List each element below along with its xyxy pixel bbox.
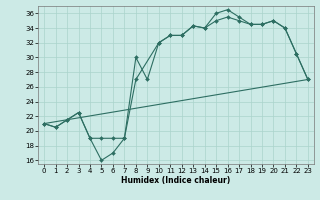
X-axis label: Humidex (Indice chaleur): Humidex (Indice chaleur) <box>121 176 231 185</box>
